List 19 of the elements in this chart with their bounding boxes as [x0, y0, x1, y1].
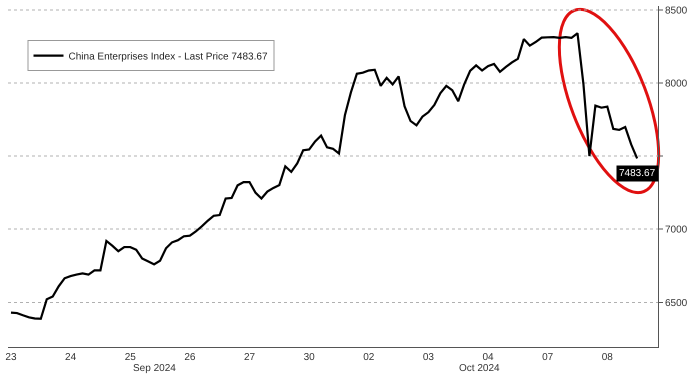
data-label: 7483.67: [619, 168, 656, 179]
x-tick-label: 02: [363, 352, 375, 363]
x-tick-label: 26: [184, 352, 196, 363]
x-tick-label: 27: [244, 352, 256, 363]
y-tick-label: 8000: [665, 78, 688, 90]
x-tick-label: 24: [65, 352, 77, 363]
legend-label: China Enterprises Index - Last Price 7483.67: [68, 52, 268, 62]
text: Oct 2024: [459, 363, 500, 374]
x-tick-label: 03: [422, 352, 434, 363]
x-tick-label: 07: [542, 352, 554, 363]
y-tick-label: 6500: [665, 298, 688, 309]
x-tick-label: 08: [602, 352, 614, 363]
x-tick-label: 23: [5, 352, 17, 363]
y-tick-label: 7000: [665, 224, 688, 236]
text: Sep 2024: [133, 363, 176, 374]
x-tick-label: 30: [304, 352, 316, 363]
x-tick-label: 25: [124, 352, 136, 363]
x-tick-label: 04: [482, 352, 494, 363]
y-tick-label: 8500: [665, 5, 688, 16]
